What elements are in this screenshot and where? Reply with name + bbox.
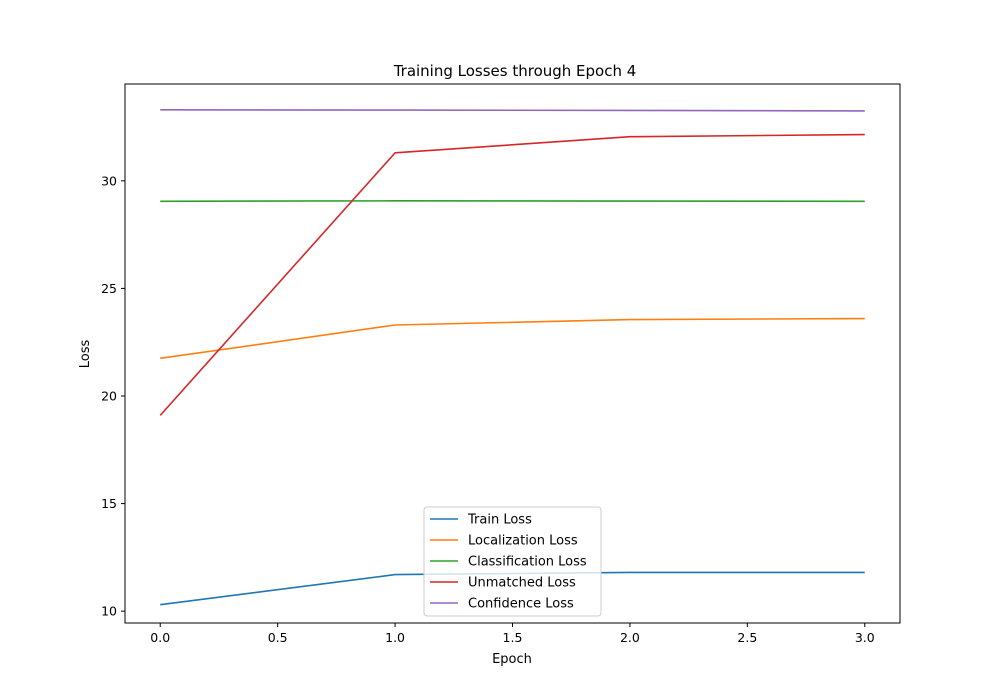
legend-label-classification-loss: Classification Loss — [468, 555, 587, 570]
x-tick-label: 2.0 — [620, 630, 640, 645]
y-axis-ticks: 10 15 20 25 30 — [101, 173, 125, 619]
y-tick-label: 30 — [101, 173, 117, 188]
legend-items: Train Loss Localization Loss Classificatio… — [430, 513, 587, 612]
series-line-unmatched-loss — [159, 133, 865, 416]
series-line-localization-loss — [160, 317, 865, 360]
y-tick-label: 20 — [101, 388, 117, 403]
series-layer — [159, 109, 865, 606]
chart-title: Training Losses through Epoch 4 — [393, 62, 637, 80]
x-tick-label: 3.0 — [855, 630, 875, 645]
x-tick-label: 1.5 — [503, 630, 523, 645]
y-tick-label: 15 — [101, 496, 117, 511]
x-axis-ticks: 0.0 0.5 1.0 1.5 2.0 2.5 3.0 — [150, 623, 875, 645]
legend-label-train-loss: Train Loss — [467, 513, 532, 528]
legend-box — [423, 506, 602, 617]
x-axis-label: Epoch — [492, 652, 532, 667]
legend: Train Loss Localization Loss Classificatio… — [423, 506, 602, 617]
x-tick-label: 0.0 — [150, 630, 170, 645]
legend-label-confidence-loss: Confidence Loss — [468, 597, 574, 612]
x-tick-label: 0.5 — [268, 630, 288, 645]
legend-label-localization-loss: Localization Loss — [468, 534, 578, 549]
y-tick-label: 25 — [101, 281, 117, 296]
legend-label-unmatched-loss: Unmatched Loss — [468, 576, 576, 591]
x-tick-label: 2.5 — [737, 630, 757, 645]
y-axis-label: Loss — [78, 340, 93, 369]
series-line-confidence-loss — [160, 109, 865, 112]
x-tick-label: 1.0 — [385, 630, 405, 645]
y-tick-label: 10 — [101, 604, 117, 619]
